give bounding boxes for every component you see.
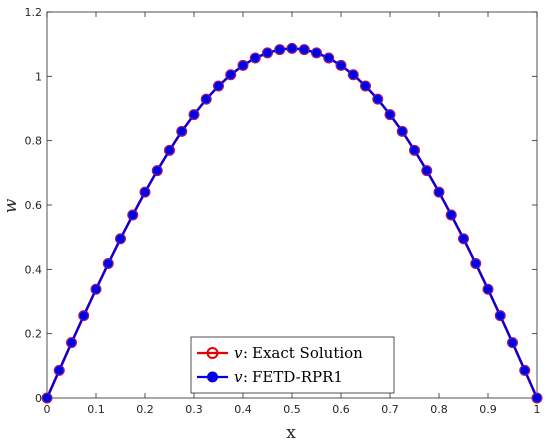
y-tick-label: 0.4 — [25, 263, 43, 276]
legend-colon-exact: : — [243, 344, 248, 362]
data-point — [385, 110, 394, 119]
data-point — [508, 338, 517, 347]
data-point — [67, 338, 76, 347]
data-point — [471, 259, 480, 268]
x-tick-label: 0.4 — [234, 403, 252, 416]
y-axis-label: w — [1, 198, 21, 213]
data-point — [214, 81, 223, 90]
data-point — [398, 127, 407, 136]
data-point — [202, 95, 211, 104]
y-tick-label: 0.8 — [25, 135, 43, 148]
legend-colon-fetd: : — [243, 368, 248, 386]
data-point — [434, 188, 443, 197]
x-tick-label: 0.7 — [381, 403, 399, 416]
data-point — [324, 53, 333, 62]
x-tick-label: 0.2 — [136, 403, 154, 416]
x-axis-label: x — [286, 423, 296, 443]
x-tick-label: 0.8 — [430, 403, 448, 416]
x-tick-label: 0.9 — [479, 403, 497, 416]
data-point — [532, 393, 541, 402]
data-point — [520, 366, 529, 375]
data-point — [238, 61, 247, 70]
data-point — [226, 70, 235, 79]
data-point — [104, 259, 113, 268]
data-point — [312, 48, 321, 57]
y-tick-label: 0.2 — [25, 328, 43, 341]
x-tick-label: 0 — [44, 403, 51, 416]
y-tick-label: 0.6 — [25, 199, 43, 212]
data-point — [459, 234, 468, 243]
data-point — [165, 146, 174, 155]
data-point — [496, 311, 505, 320]
legend-var-exact: v — [234, 344, 243, 362]
data-point — [410, 146, 419, 155]
data-point — [153, 166, 162, 175]
x-tick-label: 0.6 — [332, 403, 350, 416]
x-tick-label: 0.3 — [185, 403, 203, 416]
data-point — [116, 234, 125, 243]
legend-var-fetd: v — [234, 368, 243, 386]
data-point — [483, 285, 492, 294]
data-point — [251, 53, 260, 62]
x-tick-label: 0.1 — [87, 403, 105, 416]
data-point — [349, 70, 358, 79]
data-point — [128, 210, 137, 219]
data-point — [275, 45, 284, 54]
data-point — [189, 110, 198, 119]
data-point — [140, 188, 149, 197]
legend-label-exact: Exact Solution — [252, 344, 363, 362]
x-tick-label: 0.5 — [283, 403, 301, 416]
y-tick-label: 1.2 — [25, 6, 43, 19]
data-point — [373, 95, 382, 104]
data-point — [422, 166, 431, 175]
legend-label-fetd: FETD-RPR1 — [252, 368, 343, 386]
data-point — [91, 285, 100, 294]
y-tick-label: 1 — [35, 70, 42, 83]
data-point — [447, 210, 456, 219]
data-point — [42, 393, 51, 402]
y-tick-label: 0 — [35, 392, 42, 405]
data-point — [79, 311, 88, 320]
data-point — [287, 44, 296, 53]
legend: v : Exact Solution v : FETD-RPR1 — [191, 337, 394, 393]
data-point — [263, 48, 272, 57]
data-point — [300, 45, 309, 54]
x-tick-label: 1 — [534, 403, 541, 416]
data-point — [336, 61, 345, 70]
data-point — [55, 366, 64, 375]
data-point — [361, 81, 370, 90]
data-point — [177, 127, 186, 136]
legend-marker-fetd — [208, 372, 218, 382]
